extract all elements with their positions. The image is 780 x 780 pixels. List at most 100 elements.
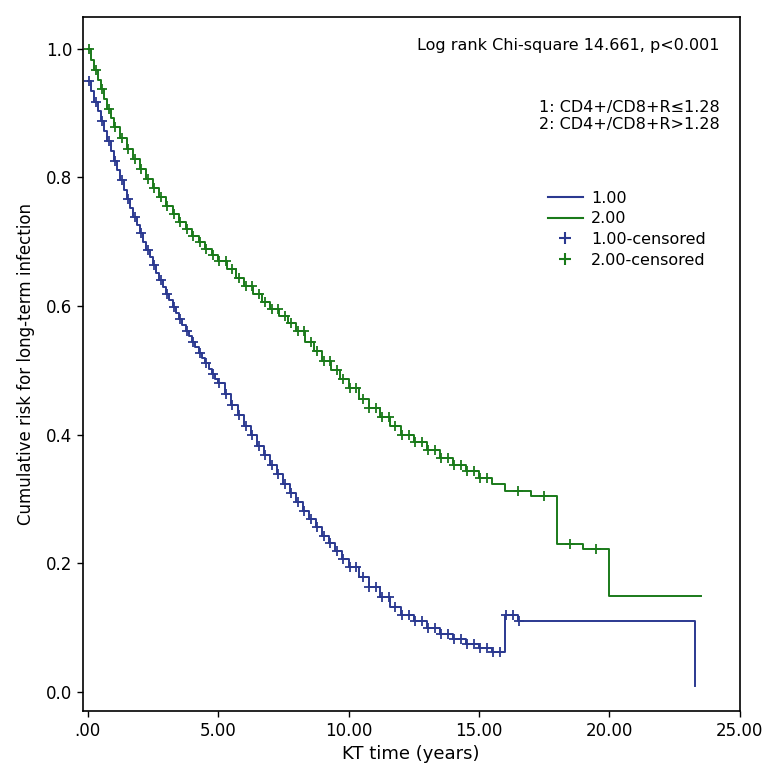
Point (506, 608, 519, 621)
Point (115, 131, 128, 144)
Point (441, 452, 454, 464)
Text: 1: CD4+/CD8+R≤1.28
2: CD4+/CD8+R>1.28: 1: CD4+/CD8+R≤1.28 2: CD4+/CD8+R>1.28 (539, 100, 720, 133)
Point (383, 411, 395, 424)
Point (174, 215, 186, 228)
Point (148, 183, 161, 195)
Point (331, 364, 343, 377)
Point (590, 543, 602, 555)
Point (292, 495, 304, 508)
Y-axis label: Cumulative risk for long-term infection: Cumulative risk for long-term infection (16, 203, 34, 525)
Point (135, 163, 147, 176)
Point (109, 120, 122, 133)
Point (474, 472, 487, 484)
Point (487, 646, 499, 658)
Point (415, 436, 427, 448)
Point (448, 633, 460, 646)
Point (278, 477, 291, 490)
Point (356, 392, 369, 405)
Legend: 1.00, 2.00, 1.00-censored, 2.00-censored: 1.00, 2.00, 1.00-censored, 2.00-censored (541, 184, 712, 274)
Point (207, 367, 219, 380)
Point (467, 465, 480, 477)
Point (141, 172, 154, 185)
Point (200, 243, 213, 255)
Point (239, 420, 252, 432)
Point (272, 303, 285, 315)
Point (265, 459, 278, 471)
Point (246, 429, 258, 441)
Point (363, 402, 376, 415)
Point (344, 382, 356, 395)
Point (129, 211, 141, 223)
Point (83, 75, 95, 87)
Point (226, 263, 239, 275)
Point (370, 581, 382, 594)
Point (129, 153, 141, 165)
Point (154, 191, 167, 204)
Point (415, 615, 427, 628)
Point (370, 402, 382, 415)
Point (226, 399, 239, 411)
Point (311, 345, 324, 357)
Point (311, 521, 324, 534)
Point (83, 43, 95, 55)
Point (298, 324, 310, 337)
Point (448, 459, 460, 471)
Point (331, 545, 343, 558)
Point (376, 590, 388, 603)
Point (181, 223, 193, 236)
Point (220, 255, 232, 268)
Point (102, 135, 115, 147)
Point (422, 444, 434, 456)
Point (376, 411, 388, 424)
Point (253, 439, 265, 452)
Point (435, 452, 448, 464)
Point (467, 638, 480, 651)
Point (122, 142, 134, 154)
Point (193, 236, 206, 249)
Point (200, 357, 213, 370)
Point (350, 560, 363, 573)
Point (350, 382, 363, 395)
Point (474, 642, 487, 654)
Point (285, 317, 297, 330)
Point (395, 608, 408, 621)
Point (324, 537, 336, 550)
Point (259, 449, 271, 462)
Point (285, 487, 297, 499)
Point (272, 468, 285, 480)
Point (161, 200, 174, 213)
Point (317, 530, 330, 542)
Point (90, 95, 102, 108)
Point (213, 377, 225, 389)
Point (298, 505, 310, 517)
Point (246, 280, 258, 292)
Point (389, 601, 402, 613)
Point (538, 490, 551, 502)
Point (461, 465, 473, 477)
Point (292, 324, 304, 337)
Point (141, 243, 154, 256)
Point (168, 300, 180, 313)
Point (278, 310, 291, 323)
Point (428, 622, 441, 634)
Point (265, 303, 278, 315)
Point (428, 444, 441, 456)
Point (232, 271, 245, 284)
Point (344, 560, 356, 573)
Point (409, 615, 421, 628)
Point (480, 472, 493, 484)
Point (363, 581, 376, 594)
Point (422, 622, 434, 634)
Point (239, 280, 252, 292)
Point (168, 208, 180, 221)
Point (109, 154, 122, 167)
Point (389, 420, 402, 433)
Point (402, 608, 415, 621)
X-axis label: KT time (years): KT time (years) (342, 746, 480, 764)
Point (148, 259, 161, 271)
Point (90, 64, 102, 76)
Point (513, 615, 526, 628)
Point (161, 288, 174, 300)
Point (174, 313, 186, 325)
Point (96, 115, 108, 127)
